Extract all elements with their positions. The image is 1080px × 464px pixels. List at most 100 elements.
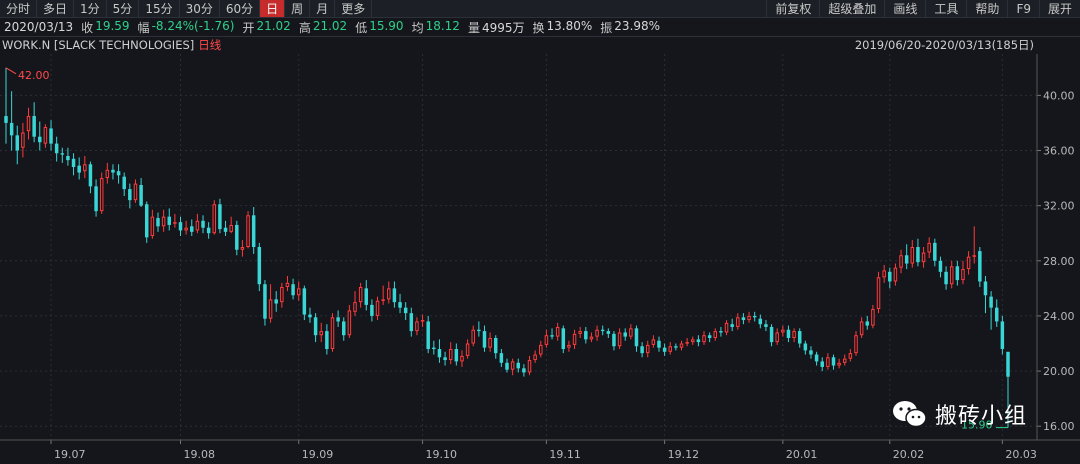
- candle-body-89: [505, 362, 509, 370]
- candle-body-27: [156, 218, 160, 227]
- menu-item-0[interactable]: 前复权: [766, 0, 819, 17]
- candle-body-143: [809, 350, 813, 355]
- candle-body-17: [99, 178, 104, 212]
- candle-body-34: [195, 220, 200, 231]
- candle-body-29: [167, 216, 171, 225]
- candle-body-174: [983, 281, 988, 296]
- candle-body-105: [595, 329, 599, 337]
- date-range[interactable]: 2019/06/20-2020/03/13(185日): [854, 38, 1034, 52]
- candle-body-53: [302, 288, 307, 315]
- candle-body-103: [584, 331, 588, 340]
- menu-item-4[interactable]: 帮助: [966, 0, 1007, 17]
- candle-body-84: [477, 329, 481, 332]
- tab-period-5[interactable]: 30分: [180, 0, 220, 17]
- candle-body-163: [921, 252, 926, 263]
- tab-period-2[interactable]: 1分: [74, 0, 107, 17]
- low-label: 低: [355, 20, 368, 35]
- candle-body-133: [752, 315, 757, 318]
- candle-body-165: [933, 242, 937, 261]
- candle-body-43: [246, 215, 250, 248]
- candle-body-172: [972, 255, 976, 257]
- max-price-label: 42.00: [18, 69, 50, 82]
- open-value: 21.02: [256, 18, 291, 33]
- candle-body-36: [206, 227, 211, 234]
- candle-body-22: [128, 189, 132, 201]
- candle-body-78: [443, 357, 447, 361]
- menu-item-6[interactable]: 展开: [1038, 0, 1080, 17]
- candle-body-137: [775, 332, 779, 343]
- candle-body-91: [516, 362, 521, 369]
- candle-body-55: [313, 317, 318, 336]
- candle-body-11: [66, 156, 70, 161]
- candle-body-82: [465, 343, 470, 356]
- change-label: 幅: [137, 20, 150, 35]
- x-tick-label-0: 19.07: [54, 448, 86, 461]
- tab-period-3[interactable]: 5分: [107, 0, 140, 17]
- candle-body-64: [364, 288, 369, 305]
- candle-body-113: [640, 346, 644, 354]
- tab-period-10[interactable]: 更多: [335, 0, 373, 17]
- candle-body-6: [38, 136, 42, 143]
- change-value: -8.24%(-1.76): [151, 18, 235, 33]
- candle-body-4: [26, 116, 31, 132]
- candle-body-33: [190, 226, 194, 232]
- candle-body-31: [178, 222, 183, 231]
- candle-body-114: [645, 344, 650, 354]
- candle-body-80: [454, 349, 459, 362]
- open-label: 开: [242, 20, 255, 35]
- y-tick-label-5: 20.00: [1043, 365, 1075, 378]
- candle-body-30: [173, 222, 177, 224]
- toolbar: 分时 多日 1分 5分 15分 30分 60分日周月更多 前复权 超级叠加 画线 工具 帮助 F9 展开: [0, 0, 1080, 18]
- volume-label: 量: [467, 20, 480, 35]
- candle-body-116: [657, 340, 661, 348]
- candle-body-140: [792, 331, 796, 338]
- candle-body-81: [460, 355, 464, 362]
- tab-period-6[interactable]: 60分: [220, 0, 261, 17]
- candle-body-12: [71, 158, 76, 168]
- candle-body-97: [550, 335, 554, 337]
- candle-body-40: [229, 224, 233, 232]
- candle-body-58: [330, 317, 335, 350]
- period-label: 日线: [198, 38, 222, 52]
- tab-period-8[interactable]: 周: [285, 0, 311, 17]
- candle-body-62: [353, 302, 357, 312]
- candle-body-121: [685, 342, 689, 344]
- tab-period-1[interactable]: 多日: [37, 0, 75, 17]
- tool-menu: 前复权 超级叠加 画线 工具 帮助 F9 展开: [766, 0, 1080, 17]
- candle-body-106: [600, 329, 605, 332]
- candle-body-76: [432, 347, 436, 350]
- tab-period-4[interactable]: 15分: [139, 0, 180, 17]
- candle-body-69: [392, 288, 397, 303]
- candle-body-107: [606, 331, 611, 334]
- candle-body-54: [308, 314, 312, 318]
- candle-body-142: [803, 343, 808, 351]
- candle-body-170: [961, 269, 965, 281]
- menu-item-5[interactable]: F9: [1007, 0, 1039, 17]
- candle-body-112: [634, 328, 639, 347]
- menu-item-1[interactable]: 超级叠加: [819, 0, 884, 17]
- max-pointer: [5, 67, 17, 75]
- y-tick-label-2: 32.00: [1043, 200, 1075, 213]
- tab-period-9[interactable]: 月: [310, 0, 336, 17]
- x-tick-label-1: 19.08: [184, 448, 216, 461]
- candle-body-175: [989, 296, 993, 308]
- x-tick-label-6: 20.01: [786, 448, 818, 461]
- tab-period-7[interactable]: 日: [260, 0, 286, 17]
- candle-body-79: [448, 349, 453, 361]
- x-tick-label-3: 19.10: [426, 448, 458, 461]
- candle-body-45: [257, 247, 262, 285]
- candle-body-162: [916, 247, 920, 263]
- candle-body-117: [662, 347, 667, 352]
- x-tick-label-8: 20.03: [1005, 448, 1037, 461]
- candle-body-168: [949, 266, 954, 285]
- candle-body-10: [60, 153, 65, 155]
- candle-body-5: [32, 116, 36, 137]
- tab-period-0[interactable]: 分时: [0, 0, 38, 17]
- candle-body-136: [769, 326, 774, 343]
- candle-body-139: [786, 329, 791, 338]
- candle-body-25: [144, 204, 149, 238]
- candle-body-101: [572, 333, 577, 345]
- menu-item-3[interactable]: 工具: [925, 0, 966, 17]
- menu-item-2[interactable]: 画线: [884, 0, 925, 17]
